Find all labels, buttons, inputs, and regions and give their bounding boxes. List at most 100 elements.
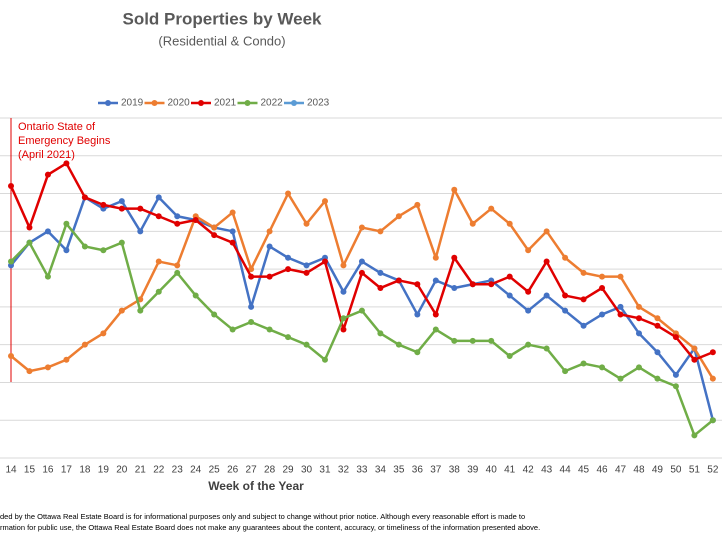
point: [617, 273, 624, 280]
point: [377, 285, 384, 291]
point: [211, 311, 218, 318]
point: [562, 368, 569, 375]
point: [414, 281, 421, 288]
point: [451, 254, 458, 261]
point: [654, 322, 661, 329]
point: [562, 254, 569, 261]
point: [229, 326, 236, 333]
x-tick-label: 48: [633, 465, 645, 476]
point: [709, 349, 716, 356]
point: [174, 213, 181, 220]
point: [340, 315, 347, 322]
x-tick-label: 21: [135, 465, 147, 476]
point: [506, 292, 513, 299]
point: [303, 262, 310, 269]
point: [543, 258, 550, 265]
x-tick-label: 40: [486, 465, 498, 476]
point: [8, 183, 14, 189]
point: [229, 209, 236, 216]
x-tick-label: 14: [5, 465, 17, 476]
x-tick-label: 32: [338, 465, 350, 476]
point: [155, 213, 162, 220]
point: [155, 288, 162, 295]
point: [248, 303, 255, 310]
point: [303, 269, 310, 276]
point: [451, 186, 458, 193]
point: [340, 262, 347, 269]
point: [266, 326, 273, 333]
point: [691, 356, 698, 363]
point: [174, 220, 181, 227]
point: [137, 307, 144, 314]
point: [599, 311, 606, 318]
point: [100, 330, 107, 337]
point: [44, 273, 51, 280]
x-tick-label: 46: [596, 465, 608, 476]
point: [580, 322, 587, 329]
point: [599, 273, 606, 280]
point: [358, 269, 365, 276]
point: [266, 243, 273, 250]
point: [248, 319, 255, 325]
point: [118, 239, 125, 246]
point: [8, 258, 14, 265]
point: [81, 243, 88, 250]
point: [635, 303, 642, 310]
x-tick-label: 35: [393, 465, 405, 476]
x-tick-label: 20: [116, 465, 128, 476]
x-tick-label: 37: [430, 465, 442, 476]
point: [358, 258, 365, 265]
point: [617, 303, 624, 310]
point: [525, 341, 532, 348]
point: [8, 353, 14, 359]
legend-label: 2022: [261, 98, 284, 109]
point: [562, 292, 569, 299]
x-tick-label: 26: [227, 465, 239, 476]
x-tick-label: 43: [541, 465, 553, 476]
point: [580, 296, 587, 303]
point: [174, 262, 181, 269]
point: [414, 201, 421, 208]
point: [155, 194, 162, 201]
x-tick-label: 19: [98, 465, 110, 476]
point: [377, 330, 384, 337]
point: [285, 266, 292, 273]
x-tick-label: 18: [79, 465, 91, 476]
x-tick-label: 45: [578, 465, 590, 476]
x-tick-label: 27: [246, 465, 258, 476]
point: [321, 258, 328, 265]
point: [654, 349, 661, 356]
point: [358, 307, 365, 314]
point: [303, 220, 310, 227]
point: [709, 375, 716, 382]
point: [451, 285, 458, 291]
x-tick-label: 24: [190, 465, 202, 476]
point: [192, 217, 199, 223]
point: [303, 341, 310, 348]
annotation-text: (April 2021): [18, 149, 75, 161]
point: [266, 273, 273, 280]
x-tick-label: 34: [375, 465, 387, 476]
point: [100, 201, 107, 208]
point: [469, 337, 476, 344]
point: [377, 228, 384, 235]
point: [395, 341, 402, 348]
point: [63, 247, 70, 254]
legend-swatch-dot: [151, 100, 158, 106]
x-tick-label: 38: [449, 465, 461, 476]
point: [26, 239, 33, 246]
point: [81, 341, 88, 348]
point: [432, 326, 439, 333]
legend-label: 2019: [121, 98, 144, 109]
point: [617, 375, 624, 382]
footnote: rmation for public use, the Ottawa Real …: [0, 523, 540, 532]
point: [100, 247, 107, 254]
point: [635, 364, 642, 371]
point: [691, 345, 698, 352]
x-tick-label: 51: [689, 465, 701, 476]
point: [562, 307, 569, 314]
legend-swatch-dot: [198, 100, 204, 106]
point: [672, 371, 679, 378]
series-line: [10, 188, 714, 380]
point: [340, 288, 347, 295]
